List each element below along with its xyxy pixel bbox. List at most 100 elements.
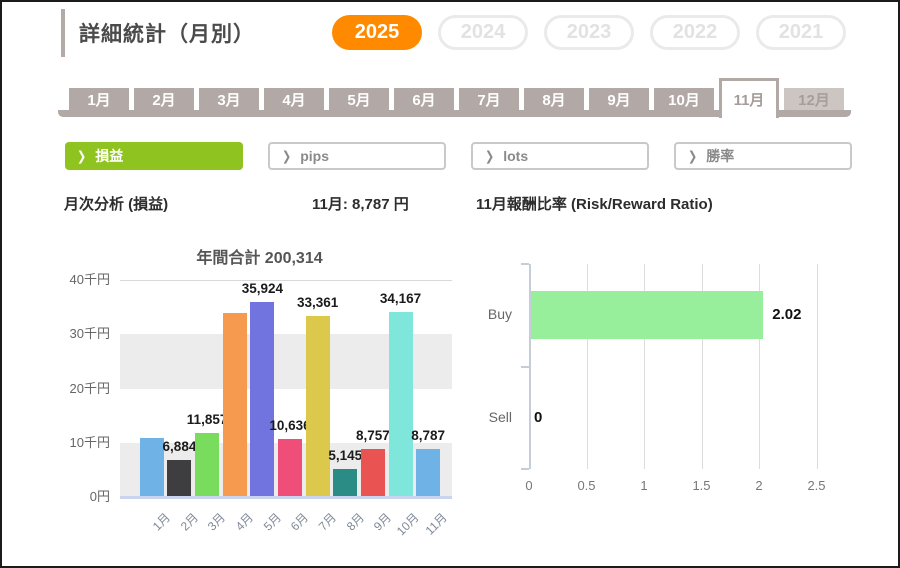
bar-4月 — [222, 313, 247, 497]
month-tab-6月[interactable]: 6月 — [394, 88, 454, 110]
bar-value-label-10月: 34,167 — [379, 290, 422, 306]
metric-button-勝率[interactable]: ❯ 勝率 — [674, 142, 852, 170]
category-label-Sell: Sell — [488, 408, 512, 425]
x-axis-tick-label-0: 0 — [525, 478, 533, 493]
bar-6月 — [278, 439, 302, 497]
title-accent-bar — [61, 9, 65, 57]
month-tab-1月[interactable]: 1月 — [69, 88, 129, 110]
x-axis-label-1月: 1月 — [150, 510, 174, 534]
x-axis-label-10月: 10月 — [394, 510, 422, 539]
month-tab-12月: 12月 — [784, 88, 844, 110]
month-tab-9月[interactable]: 9月 — [589, 88, 649, 110]
rr-bar-Buy — [531, 291, 764, 340]
month-tab-2月[interactable]: 2月 — [134, 88, 194, 110]
chevron-right-icon: ❯ — [485, 149, 495, 164]
bar-5月 — [250, 302, 275, 497]
bar-value-label-3月: 11,857 — [186, 411, 228, 427]
month-tab-row: 1月 2月 3月 4月 5月 6月 7月 8月 9月 10月 11月 12月 — [69, 78, 844, 118]
metric-button-損益[interactable]: ❯ 損益 — [65, 142, 243, 170]
rr-value-label-Sell: 0 — [534, 408, 543, 426]
month-tab-strip — [58, 110, 851, 117]
month-tab-10月[interactable]: 10月 — [654, 88, 714, 110]
x-axis-label-6月: 6月 — [288, 510, 312, 534]
vertical-gridline — [644, 264, 645, 469]
bar-value-label-7月: 33,361 — [296, 295, 339, 311]
vertical-gridline — [759, 264, 760, 469]
chevron-right-icon: ❯ — [77, 149, 87, 164]
bar-11月 — [416, 449, 441, 497]
bar-2月 — [167, 459, 192, 497]
metric-button-pips[interactable]: ❯ pips — [268, 142, 446, 170]
month-tab-7月[interactable]: 7月 — [459, 88, 519, 110]
year-pill-2025[interactable]: 2025 — [332, 15, 422, 50]
bar-9月 — [360, 449, 385, 497]
chevron-right-icon: ❯ — [282, 149, 292, 164]
metric-button-label: pips — [300, 148, 329, 164]
year-pill-2022[interactable]: 2022 — [650, 15, 740, 50]
risk-reward-title: 11月報酬比率 (Risk/Reward Ratio) — [476, 196, 713, 213]
monthly-analysis-title: 月次分析 (損益) — [64, 196, 169, 213]
metric-button-label: 損益 — [95, 148, 124, 164]
year-pill-2024[interactable]: 2024 — [438, 15, 528, 50]
x-axis-tick-label-2.5: 2.5 — [807, 478, 826, 493]
bar-value-label-11月: 8,787 — [411, 428, 446, 444]
x-axis-label-2月: 2月 — [177, 510, 201, 534]
bar-1月 — [139, 437, 164, 497]
x-axis-tick-label-1.5: 1.5 — [692, 478, 711, 493]
bar-8月 — [333, 469, 358, 497]
risk-reward-chart: 0 0.5 1 1.5 2 2.5 Buy 2.02 Sell 0 — [462, 232, 898, 512]
bar-value-label-5月: 35,924 — [241, 281, 283, 297]
metric-button-label: 勝率 — [706, 148, 735, 164]
x-axis-tick-label-0.5: 0.5 — [577, 478, 596, 493]
metric-button-label: lots — [503, 148, 529, 164]
bar-value-label-8月: 5,145 — [328, 448, 363, 464]
x-axis-label-4月: 4月 — [232, 510, 257, 534]
month-tab-bar: 1月 2月 3月 4月 5月 6月 7月 8月 9月 10月 11月 12月 — [58, 78, 851, 119]
x-axis-label-3月: 3月 — [205, 510, 229, 534]
bar-7月 — [305, 316, 330, 497]
monthly-profit-bar-chart: 年間合計 200,314 40千円 30千円 20千円 10千円 0円 1月 6,884 2月… — [62, 235, 457, 560]
month-tab-5月[interactable]: 5月 — [329, 88, 389, 110]
page-title: 詳細統計（月別） — [79, 23, 255, 46]
y-axis-tick-label: 10千円 — [69, 434, 110, 450]
vertical-gridline — [586, 264, 588, 469]
selected-month-value: 11月: 8,787 円 — [312, 196, 409, 213]
year-pill-2021[interactable]: 2021 — [756, 15, 846, 50]
y-axis-tick-label: 40千円 — [69, 272, 110, 287]
bar-value-label-9月: 8,757 — [356, 428, 390, 444]
rr-value-label-Buy: 2.02 — [772, 306, 802, 324]
year-selector: 2025 2024 2023 2022 2021 — [332, 15, 846, 50]
bar-value-label-2月: 6,884 — [162, 438, 197, 454]
gridline-top — [120, 280, 452, 281]
year-pill-2023[interactable]: 2023 — [544, 15, 634, 50]
x-axis-label-7月: 7月 — [315, 510, 339, 534]
y-axis-tick — [521, 468, 529, 470]
vertical-gridline — [816, 264, 818, 469]
metric-selector: ❯ 損益 ❯ pips ❯ lots ❯ 勝率 — [65, 142, 852, 170]
month-tab-11月[interactable]: 11月 — [719, 78, 779, 118]
category-label-Buy: Buy — [487, 306, 512, 323]
x-axis-label-11月: 11月 — [422, 510, 450, 538]
x-axis-label-8月: 8月 — [343, 510, 367, 534]
x-axis-label-9月: 9月 — [371, 510, 395, 534]
bar-value-label-6月: 10,636 — [269, 418, 311, 434]
month-tab-8月[interactable]: 8月 — [524, 88, 584, 110]
x-axis-tick-label-2: 2 — [755, 478, 763, 493]
x-axis-label-5月: 5月 — [260, 510, 284, 534]
bar-10月 — [388, 311, 413, 497]
y-axis-tick-label: 20千円 — [69, 380, 110, 396]
chevron-right-icon: ❯ — [688, 149, 698, 164]
y-axis-tick-label: 0円 — [89, 489, 110, 504]
y-axis-tick — [521, 263, 529, 265]
vertical-gridline — [701, 264, 703, 469]
y-axis-tick-label: 30千円 — [69, 326, 110, 342]
y-axis-tick — [521, 365, 529, 368]
month-tab-3月[interactable]: 3月 — [199, 88, 259, 110]
x-axis-baseline — [120, 496, 452, 499]
metric-button-lots[interactable]: ❯ lots — [471, 142, 649, 170]
bar-3月 — [195, 432, 220, 497]
y-axis-line — [529, 264, 531, 469]
month-tab-4月[interactable]: 4月 — [264, 88, 324, 110]
x-axis-tick-label-1: 1 — [640, 478, 648, 493]
